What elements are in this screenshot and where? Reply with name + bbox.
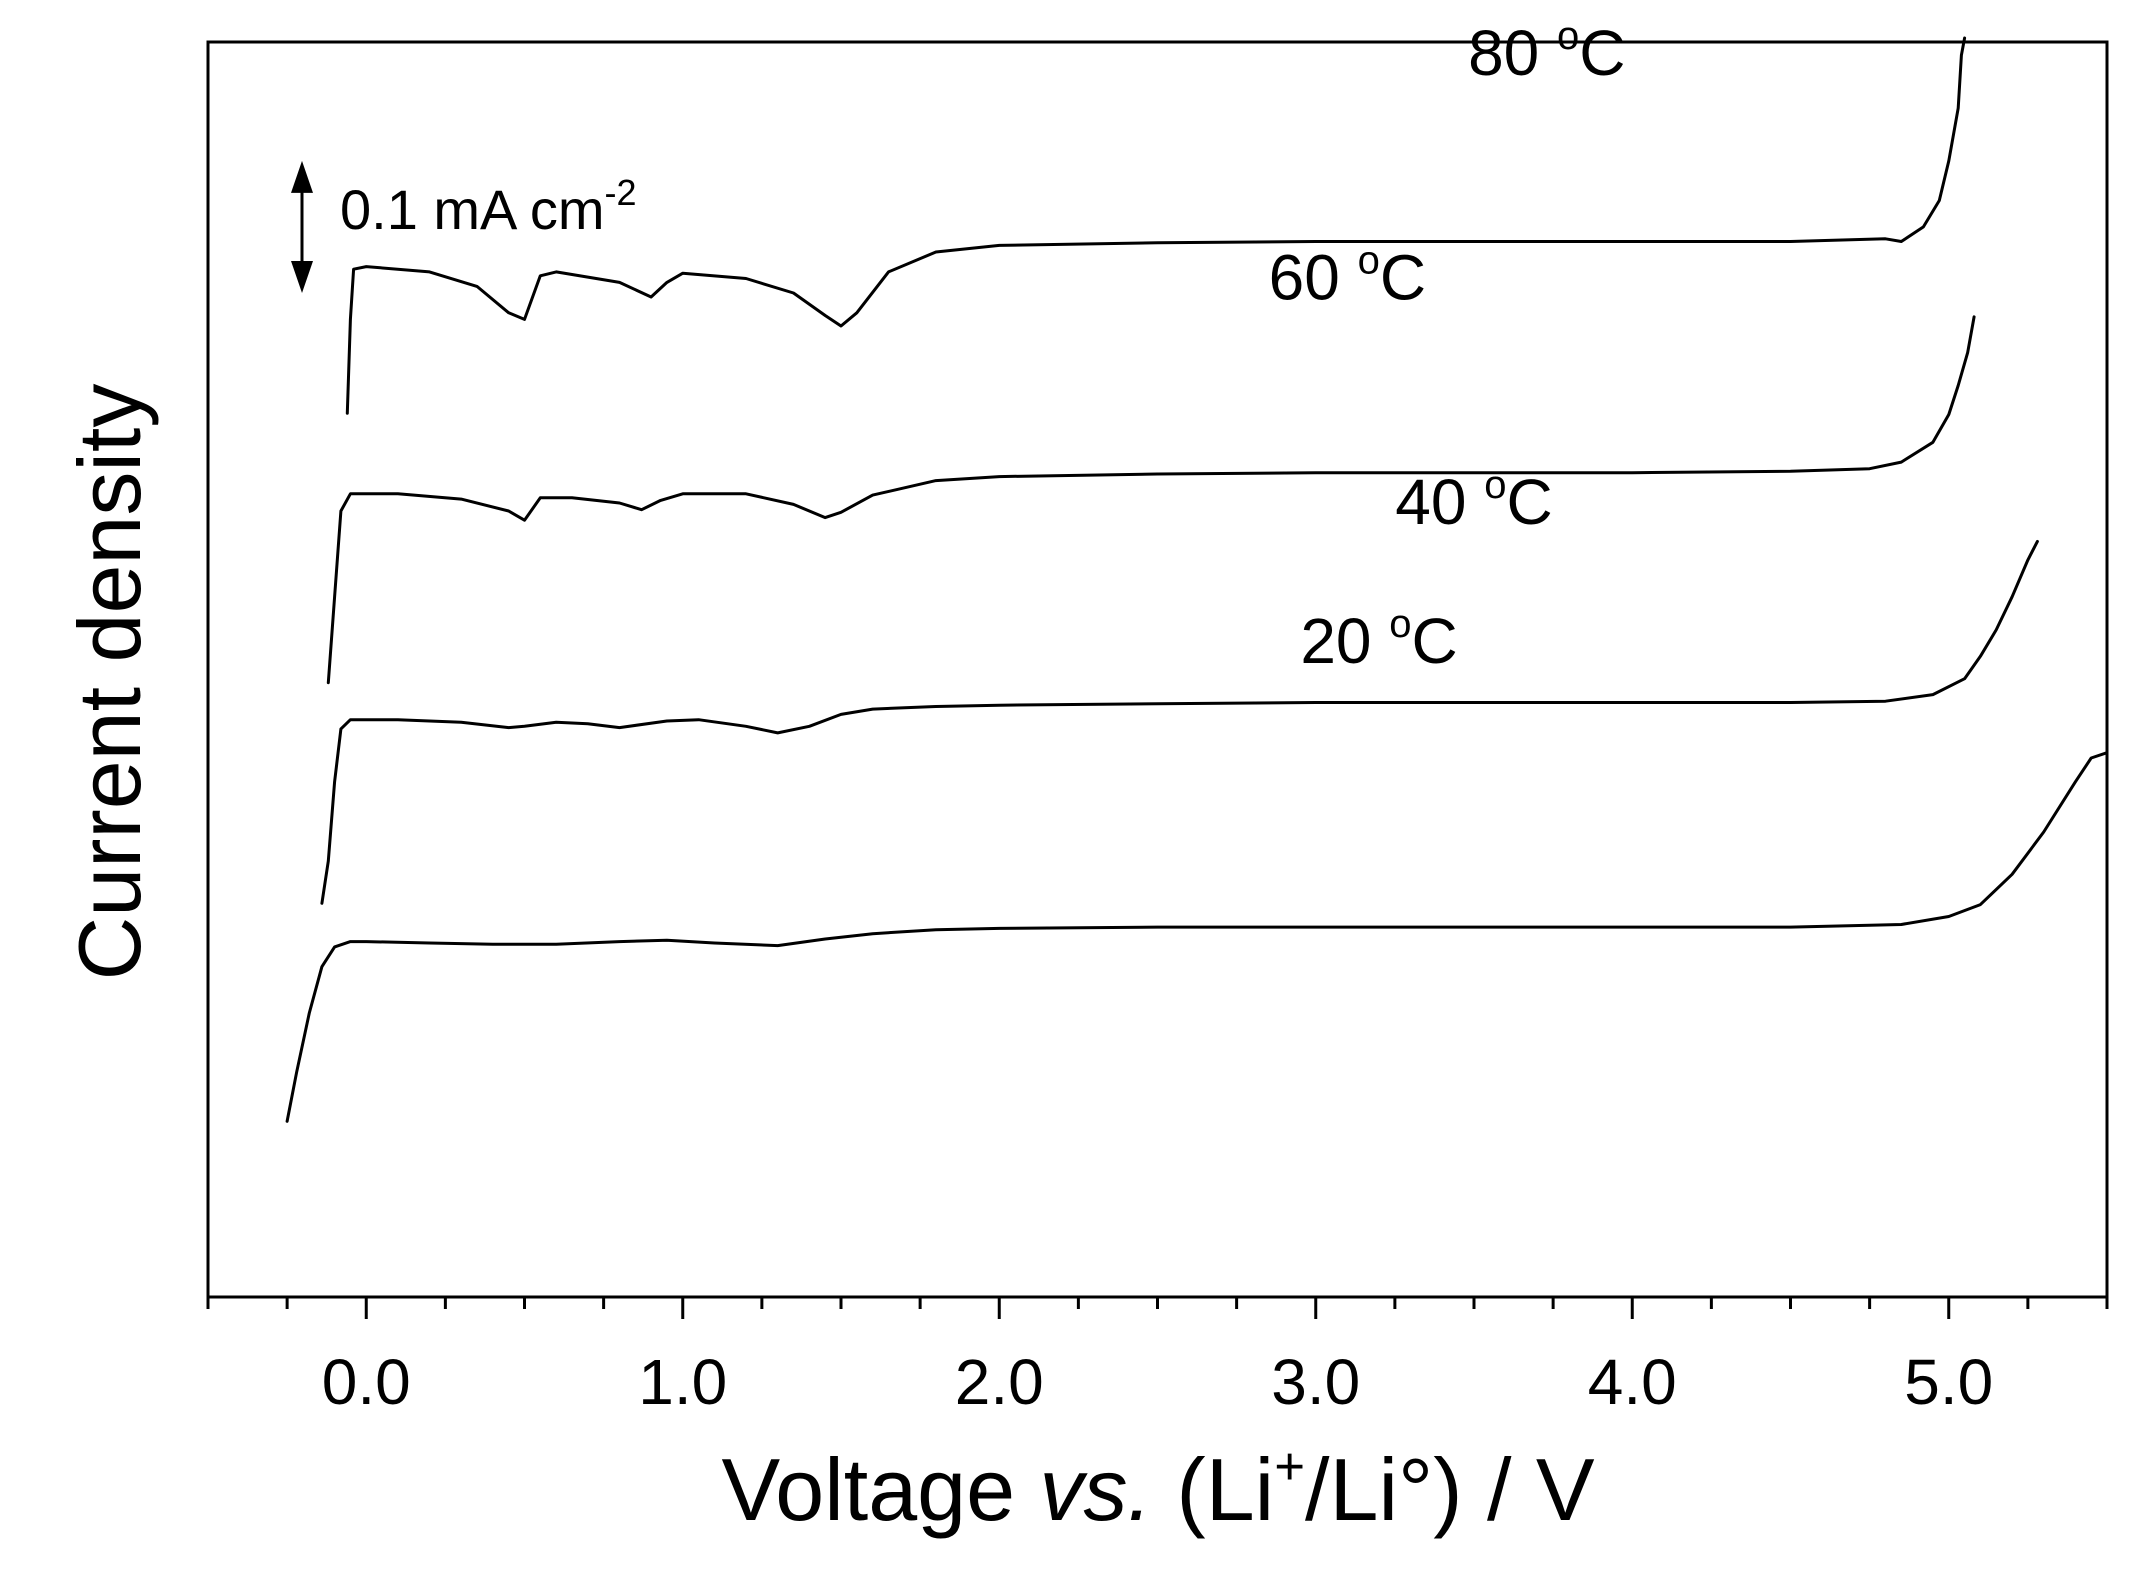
x-axis-tick-labels: 0.0 1.0 2.0 3.0 4.0 5.0 bbox=[322, 1346, 1993, 1418]
x-tick-label: 5.0 bbox=[1904, 1346, 1993, 1418]
scale-bar-label: 0.1 mA cm-2 bbox=[340, 172, 637, 241]
series-line-40c bbox=[320, 539, 2039, 905]
curves bbox=[285, 36, 2109, 1123]
series-label-60c: 60 oC bbox=[1269, 239, 1426, 314]
series-line-60c bbox=[326, 315, 1976, 685]
y-axis-title: Current density bbox=[60, 384, 159, 981]
series-label-40c: 40 oC bbox=[1395, 463, 1552, 538]
x-tick-label: 1.0 bbox=[638, 1346, 727, 1418]
series-label-80c: 80 oC bbox=[1468, 14, 1625, 89]
x-tick-label: 4.0 bbox=[1588, 1346, 1677, 1418]
series-line-20c bbox=[285, 751, 2109, 1123]
x-axis-ticks bbox=[206, 1297, 2109, 1319]
series-label-20c: 20 oC bbox=[1300, 602, 1457, 677]
x-tick-label: 3.0 bbox=[1271, 1346, 1360, 1418]
series-labels: 20 oC 40 oC 60 oC 80 oC bbox=[1269, 14, 1626, 677]
scale-bar-arrow-up-icon bbox=[291, 160, 313, 193]
x-tick-label: 0.0 bbox=[322, 1346, 411, 1418]
series-line-80c bbox=[345, 36, 1967, 415]
scale-bar: 0.1 mA cm-2 bbox=[291, 160, 637, 293]
x-axis-title: Voltage vs. (Li+/Li°) / V bbox=[721, 1437, 1594, 1539]
scale-bar-arrow-down-icon bbox=[291, 261, 313, 293]
x-tick-label: 2.0 bbox=[955, 1346, 1044, 1418]
